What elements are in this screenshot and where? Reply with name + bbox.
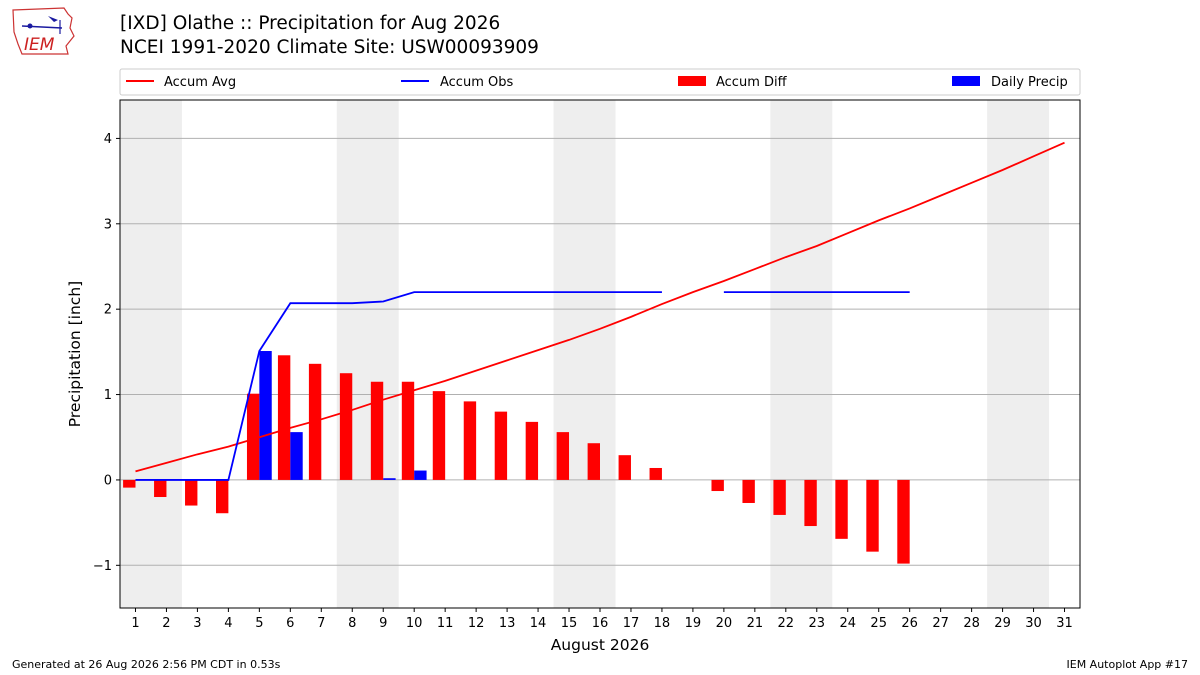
accum-diff-bar <box>277 355 291 480</box>
legend-obs-label: Accum Obs <box>440 75 513 90</box>
x-tick-label: 15 <box>561 616 578 631</box>
accum-diff-bar <box>835 479 848 539</box>
accum-diff-bar <box>494 411 508 480</box>
x-axis-label: August 2026 <box>551 636 650 654</box>
x-tick-label: 14 <box>530 616 547 631</box>
weekend-band-22 <box>770 100 833 608</box>
x-tick-label: 11 <box>437 616 454 631</box>
y-axis-ticks: −1 0 1 2 3 4 <box>93 132 120 574</box>
x-tick-label: 17 <box>623 616 640 631</box>
accum-diff-bar <box>154 479 167 498</box>
accum-diff-bar <box>463 401 477 480</box>
y-tick-label: 3 <box>104 217 112 232</box>
accum-diff-bar <box>587 443 600 480</box>
y-tick-label: 4 <box>104 132 112 147</box>
accum-avg-line <box>135 141 1065 473</box>
weekend-band-8 <box>336 100 399 608</box>
x-tick-label: 25 <box>870 616 887 631</box>
x-tick-label: 23 <box>809 616 826 631</box>
x-axis-ticks: 1 2 3 4 5 6 7 8 9 10 11 12 13 14 15 16 17 18 19 20 21 22 23 24 2… <box>131 608 1073 631</box>
accum-diff-bar <box>401 381 415 480</box>
legend-daily-label: Daily Precip <box>991 75 1068 90</box>
legend-diff-label: Accum Diff <box>716 75 788 90</box>
lines <box>135 141 1065 481</box>
weekend-bands <box>120 100 1050 608</box>
legend-avg-label: Accum Avg <box>164 75 236 90</box>
x-tick-label: 27 <box>932 616 949 631</box>
y-tick-label: 2 <box>104 303 112 318</box>
footer-generated: Generated at 26 Aug 2026 2:56 PM CDT in … <box>12 658 281 671</box>
iem-logo: IEM <box>12 7 75 55</box>
x-tick-label: 2 <box>162 616 170 631</box>
accum-diff-bar <box>185 479 198 506</box>
logo-text: IEM <box>24 35 55 55</box>
x-tick-label: 30 <box>1025 616 1042 631</box>
x-tick-label: 31 <box>1056 616 1073 631</box>
accum-diff-bar <box>897 479 910 564</box>
accum-diff-bar <box>866 479 879 552</box>
accum-obs-line <box>135 291 662 481</box>
x-tick-label: 24 <box>839 616 856 631</box>
accum-diff-bar <box>649 467 662 480</box>
accum-diff-bar <box>216 479 229 514</box>
x-tick-label: 21 <box>747 616 764 631</box>
daily-precip-bar <box>414 470 427 480</box>
accum-diff-bar <box>339 373 353 480</box>
x-tick-label: 6 <box>286 616 294 631</box>
x-tick-label: 29 <box>994 616 1011 631</box>
accum-diff-bar <box>773 479 786 515</box>
accum-diff-bar <box>804 479 817 527</box>
accum-diff-bar <box>525 421 539 480</box>
accum-diff-bar <box>711 479 724 492</box>
accum-diff-bar <box>123 479 136 488</box>
x-tick-label: 8 <box>348 616 356 631</box>
weekend-band-1 <box>120 100 182 608</box>
accum-diff-bar <box>370 381 384 480</box>
y-axis-label: Precipitation [inch] <box>66 281 84 427</box>
daily-precip-bar <box>259 351 272 480</box>
x-tick-label: 28 <box>963 616 980 631</box>
chart-title: [IXD] Olathe :: Precipitation for Aug 20… <box>120 13 501 34</box>
bars <box>123 351 910 564</box>
x-tick-label: 20 <box>716 616 733 631</box>
x-tick-label: 4 <box>224 616 232 631</box>
x-tick-label: 16 <box>592 616 609 631</box>
x-tick-label: 5 <box>255 616 263 631</box>
weekend-band-29 <box>987 100 1050 608</box>
weekend-band-15 <box>553 100 616 608</box>
x-tick-label: 18 <box>654 616 671 631</box>
x-tick-label: 26 <box>901 616 918 631</box>
x-tick-label: 7 <box>317 616 325 631</box>
legend-frame <box>119 68 1081 96</box>
x-tick-label: 9 <box>379 616 387 631</box>
y-tick-label: −1 <box>93 559 112 574</box>
daily-precip-bar <box>290 432 303 480</box>
y-tick-label: 0 <box>104 473 112 488</box>
legend-diff-swatch <box>678 76 706 86</box>
x-tick-label: 12 <box>468 616 485 631</box>
x-tick-label: 13 <box>499 616 516 631</box>
chart-subtitle: NCEI 1991-2020 Climate Site: USW00093909 <box>120 37 539 58</box>
accum-diff-bar <box>556 432 570 480</box>
accum-diff-bar <box>742 479 755 503</box>
x-tick-label: 22 <box>778 616 795 631</box>
x-tick-label: 10 <box>406 616 423 631</box>
legend-daily-swatch <box>952 76 980 86</box>
legend: Accum Avg Accum Obs Accum Diff Daily Pre… <box>119 68 1081 96</box>
y-tick-label: 1 <box>104 388 112 403</box>
x-tick-label: 19 <box>685 616 702 631</box>
accum-diff-bar <box>618 455 631 480</box>
footer-app: IEM Autoplot App #17 <box>1066 658 1189 671</box>
accum-diff-bar <box>432 391 446 480</box>
daily-precip-bar <box>383 478 396 480</box>
x-tick-label: 1 <box>131 616 139 631</box>
accum-diff-bar <box>246 393 260 480</box>
x-tick-label: 3 <box>193 616 201 631</box>
